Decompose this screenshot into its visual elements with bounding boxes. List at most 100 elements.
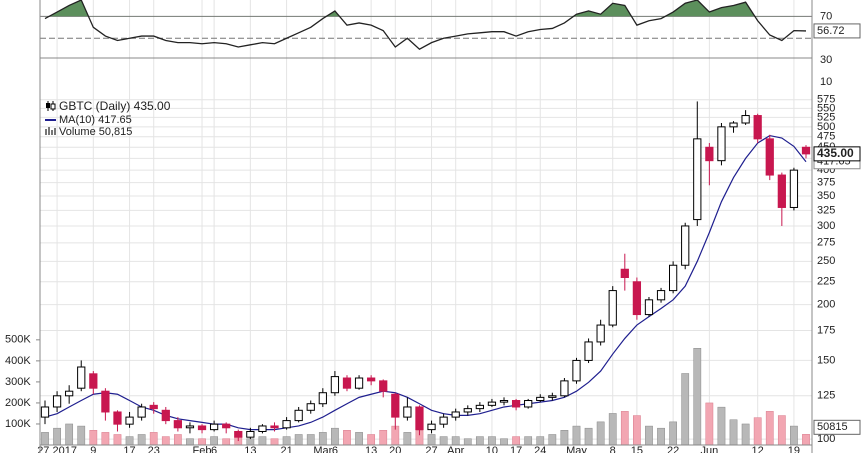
volume-bar [137, 434, 146, 445]
volume-bar [294, 434, 303, 445]
candle-body [451, 411, 460, 418]
x-tick-label: Mar [313, 445, 332, 453]
volume-bar [427, 434, 436, 445]
x-tick-label: 27 2017 [37, 445, 77, 453]
volume-bar [403, 432, 412, 445]
candle-body [258, 425, 267, 432]
candle-body [125, 416, 134, 425]
candle-body [149, 404, 158, 410]
y-tick-label: 350 [817, 190, 835, 202]
volume-tick-label: 100K [5, 418, 31, 430]
volume-bar [536, 436, 545, 445]
volume-bar [331, 427, 339, 445]
value-box-label: 50815 [817, 421, 848, 433]
volume-bar [645, 425, 653, 445]
legend-icon [54, 128, 56, 135]
volume-bar [270, 438, 279, 445]
candle-body [427, 423, 436, 431]
volume-bar [488, 436, 496, 445]
volume-tick-label: 400K [5, 355, 31, 367]
candle-body [379, 380, 388, 392]
x-tick-label: 19 [788, 445, 800, 453]
y-tick-label: 125 [817, 390, 835, 402]
candle-body [463, 408, 472, 413]
volume-bar [657, 427, 665, 445]
y-tick-label: 550 [817, 102, 835, 114]
volume-bar [210, 436, 218, 445]
x-tick-label: 10 [486, 445, 498, 453]
volume-bar [705, 402, 714, 445]
y-tick-label: 150 [817, 354, 835, 366]
volume-bar [149, 432, 158, 445]
legend: GBTC (Daily) 435.00 MA(10) 417.65 Volume… [45, 99, 171, 138]
volume-tick-label: 300K [5, 376, 31, 388]
candle-body [137, 406, 146, 418]
candle-body [789, 169, 799, 208]
y-tick-label: 475 [817, 131, 835, 143]
volume-bar [729, 419, 738, 445]
candle-body [101, 390, 110, 413]
candle-body [644, 299, 654, 316]
x-tick-label: 13 [244, 445, 256, 453]
y-tick-label: 100 [817, 433, 835, 445]
x-tick-label: 20 [389, 445, 401, 453]
rsi-tick-label: 70 [820, 10, 832, 22]
value-box [813, 146, 861, 162]
value-box [813, 23, 861, 39]
candle-body [511, 400, 521, 408]
value-box-label: 56.72 [817, 25, 845, 37]
volume-bar [584, 427, 593, 445]
candle-body [161, 409, 170, 422]
volume-bar [475, 436, 484, 445]
candle-body [741, 115, 750, 124]
candle-body [40, 406, 50, 418]
volume-bar [669, 421, 678, 445]
volume-bar [367, 434, 376, 445]
volume-bar [741, 423, 750, 445]
y-tick-label: 375 [817, 177, 835, 189]
y-tick-label: 200 [817, 299, 835, 311]
y-tick-label: 575 [817, 94, 835, 106]
candle-body [282, 420, 291, 429]
volume-bar [596, 421, 605, 445]
volume-bar [222, 438, 231, 445]
volume-bar [512, 436, 520, 445]
x-tick-label: 12 [752, 445, 764, 453]
candle-body [475, 404, 484, 410]
candle-body [173, 420, 182, 429]
candle-body [52, 395, 62, 408]
candle-body [753, 115, 762, 140]
volume-bar [572, 425, 581, 445]
y-tick-label: 250 [817, 255, 835, 267]
candle-body [681, 225, 690, 266]
legend-icon [45, 129, 47, 135]
x-tick-label: 21 [280, 445, 292, 453]
volume-bar [717, 406, 726, 445]
candle-body [801, 146, 811, 155]
candle-body [330, 376, 340, 394]
x-tick-label: 24 [534, 445, 546, 453]
rsi-overbought-layer [45, 0, 806, 17]
volume-bar [173, 434, 182, 445]
rsi-overbought-fill [45, 0, 806, 17]
volume-bar [524, 436, 533, 445]
candle-body [499, 400, 509, 403]
candle-body [294, 409, 303, 422]
volume-bar [463, 438, 472, 445]
volume-bar [753, 417, 762, 445]
candle-body [89, 373, 98, 389]
candle-body [197, 425, 207, 431]
candle-body [222, 423, 231, 429]
volume-bar [681, 373, 690, 445]
candle-body [65, 390, 74, 397]
candle-body [415, 406, 424, 431]
candle-body [209, 423, 219, 431]
candle-body [584, 341, 593, 361]
volume-bar [77, 425, 86, 445]
volume-tick-label: 200K [5, 397, 31, 409]
candle-body [403, 406, 412, 418]
x-tick-label: Apr [447, 445, 464, 453]
volume-bar [125, 436, 134, 445]
candle-body [77, 366, 86, 389]
